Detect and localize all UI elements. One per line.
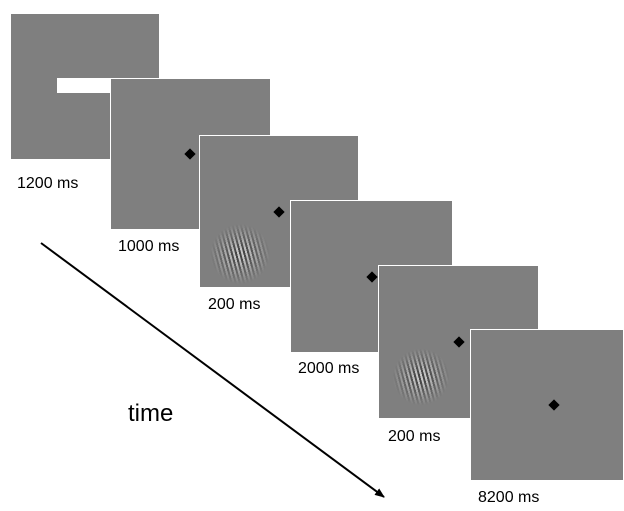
duration-label-5: 200 ms	[388, 428, 441, 445]
duration-label-4: 2000 ms	[298, 360, 360, 377]
fixation-point	[548, 399, 560, 411]
duration-label-6: 8200 ms	[478, 489, 540, 506]
white-bar	[57, 78, 110, 93]
duration-label-2: 1000 ms	[118, 238, 180, 255]
fixation-point	[366, 271, 378, 283]
stimulus-frame-6	[470, 329, 624, 481]
time-label: time	[128, 400, 174, 427]
fixation-point	[184, 148, 196, 160]
gabor-patch	[391, 348, 451, 406]
duration-label-1: 1200 ms	[17, 175, 79, 192]
fixation-point	[273, 206, 285, 218]
fixation-point	[453, 336, 465, 348]
duration-label-3: 200 ms	[208, 296, 261, 313]
gabor-patch	[208, 224, 272, 284]
